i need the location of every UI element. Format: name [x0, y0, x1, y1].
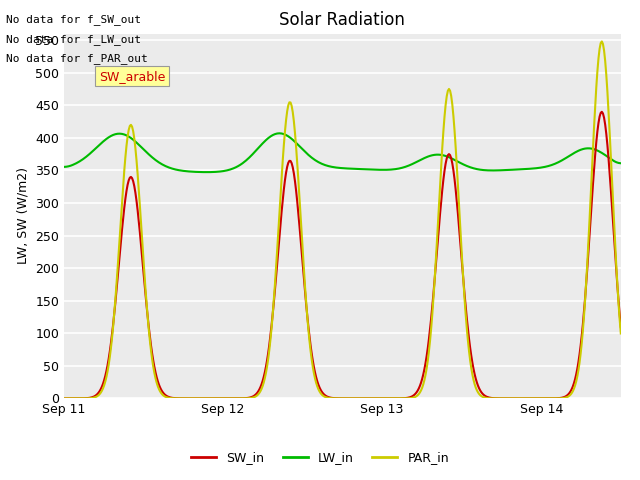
Legend: SW_in, LW_in, PAR_in: SW_in, LW_in, PAR_in [186, 446, 454, 469]
Text: SW_arable: SW_arable [99, 70, 166, 83]
Text: No data for f_LW_out: No data for f_LW_out [6, 34, 141, 45]
Y-axis label: LW, SW (W/m2): LW, SW (W/m2) [17, 168, 29, 264]
Title: Solar Radiation: Solar Radiation [280, 11, 405, 29]
Text: No data for f_SW_out: No data for f_SW_out [6, 14, 141, 25]
Text: No data for f_PAR_out: No data for f_PAR_out [6, 53, 148, 64]
